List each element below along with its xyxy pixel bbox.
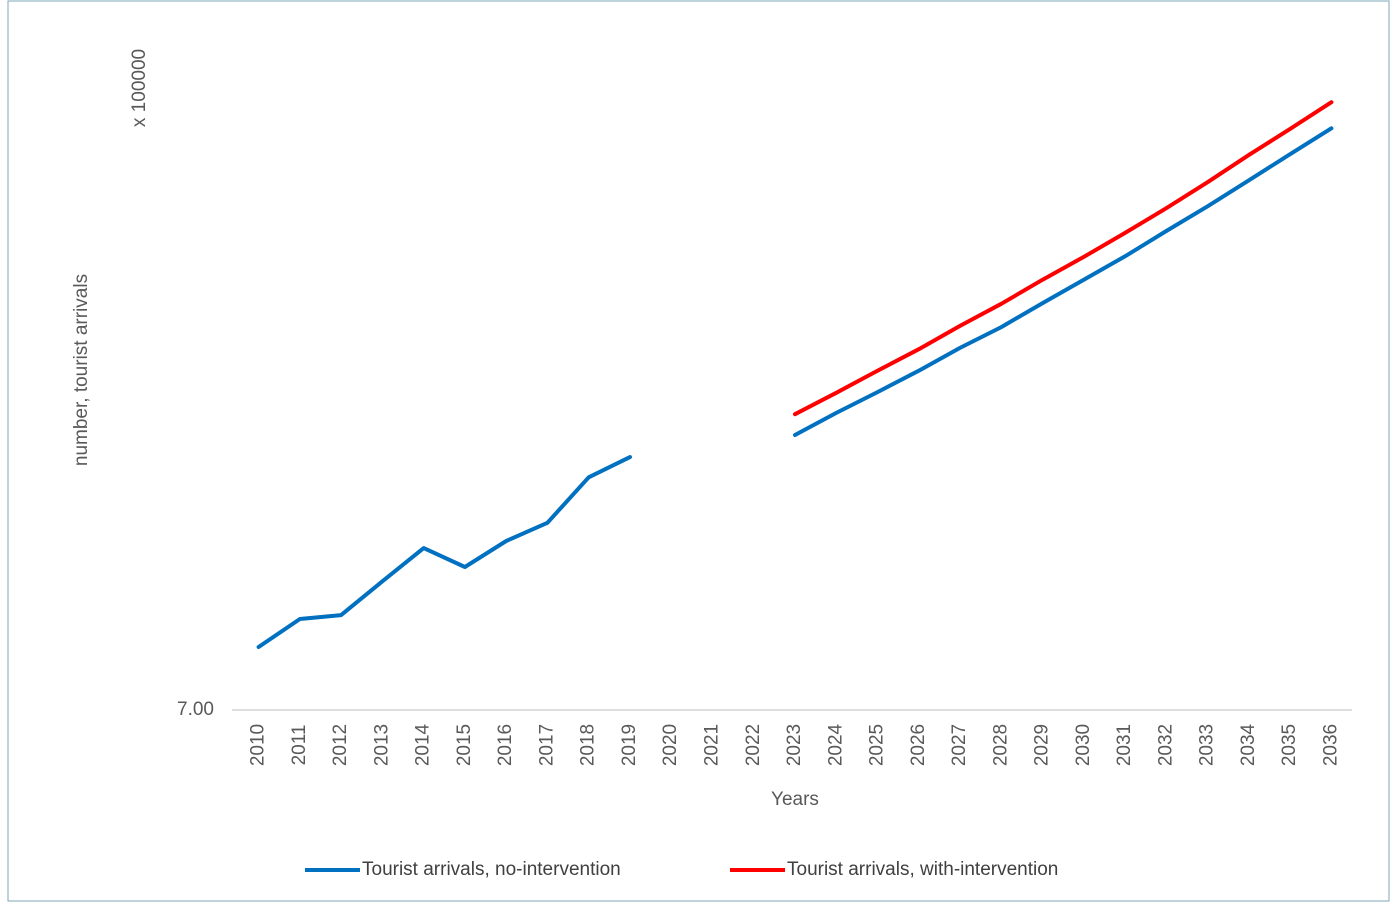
series-line [793, 100, 1334, 417]
x-tick-label: 2010 [248, 724, 269, 766]
x-tick-label: 2013 [371, 724, 392, 766]
x-tick-label: 2032 [1155, 724, 1176, 766]
x-tick-label: 2034 [1238, 723, 1259, 766]
x-tick-label: 2015 [454, 724, 475, 766]
x-tick-label: 2024 [825, 723, 846, 766]
x-tick-label: 2016 [495, 724, 516, 766]
x-tick-label: 2031 [1114, 724, 1135, 766]
x-axis-title: Years [771, 789, 819, 810]
x-tick-label: 2012 [330, 724, 351, 766]
legend-label: Tourist arrivals, no-intervention [362, 859, 621, 880]
x-tick-label: 2017 [536, 724, 557, 766]
chart-border [7, 0, 1390, 902]
legend-label: Tourist arrivals, with-intervention [787, 859, 1058, 880]
x-tick-label: 2021 [701, 724, 722, 766]
x-tick-label: 2022 [743, 724, 764, 766]
x-tick-label: 2030 [1073, 724, 1094, 766]
x-tick-label: 2023 [784, 724, 805, 766]
x-tick-label: 2029 [1032, 724, 1053, 766]
y-unit-label: x 100000 [129, 49, 150, 127]
x-tick-label: 2014 [413, 723, 434, 766]
x-tick-label: 2028 [990, 724, 1011, 766]
x-tick-label: 2018 [578, 724, 599, 766]
y-axis-title: number, tourist arrivals [71, 274, 92, 466]
x-tick-label: 2011 [289, 725, 310, 766]
x-tick-label: 2036 [1320, 724, 1341, 766]
series-line [256, 126, 1334, 649]
y-tick-label: 7.00 [177, 699, 214, 720]
x-tick-label: 2035 [1279, 724, 1300, 766]
x-tick-label: 2025 [867, 724, 888, 766]
x-tick-label: 2027 [949, 724, 970, 766]
x-tick-label: 2026 [908, 724, 929, 766]
x-tick-label: 2033 [1197, 724, 1218, 766]
x-tick-label: 2019 [619, 724, 640, 766]
x-tick-label: 2020 [660, 724, 681, 766]
